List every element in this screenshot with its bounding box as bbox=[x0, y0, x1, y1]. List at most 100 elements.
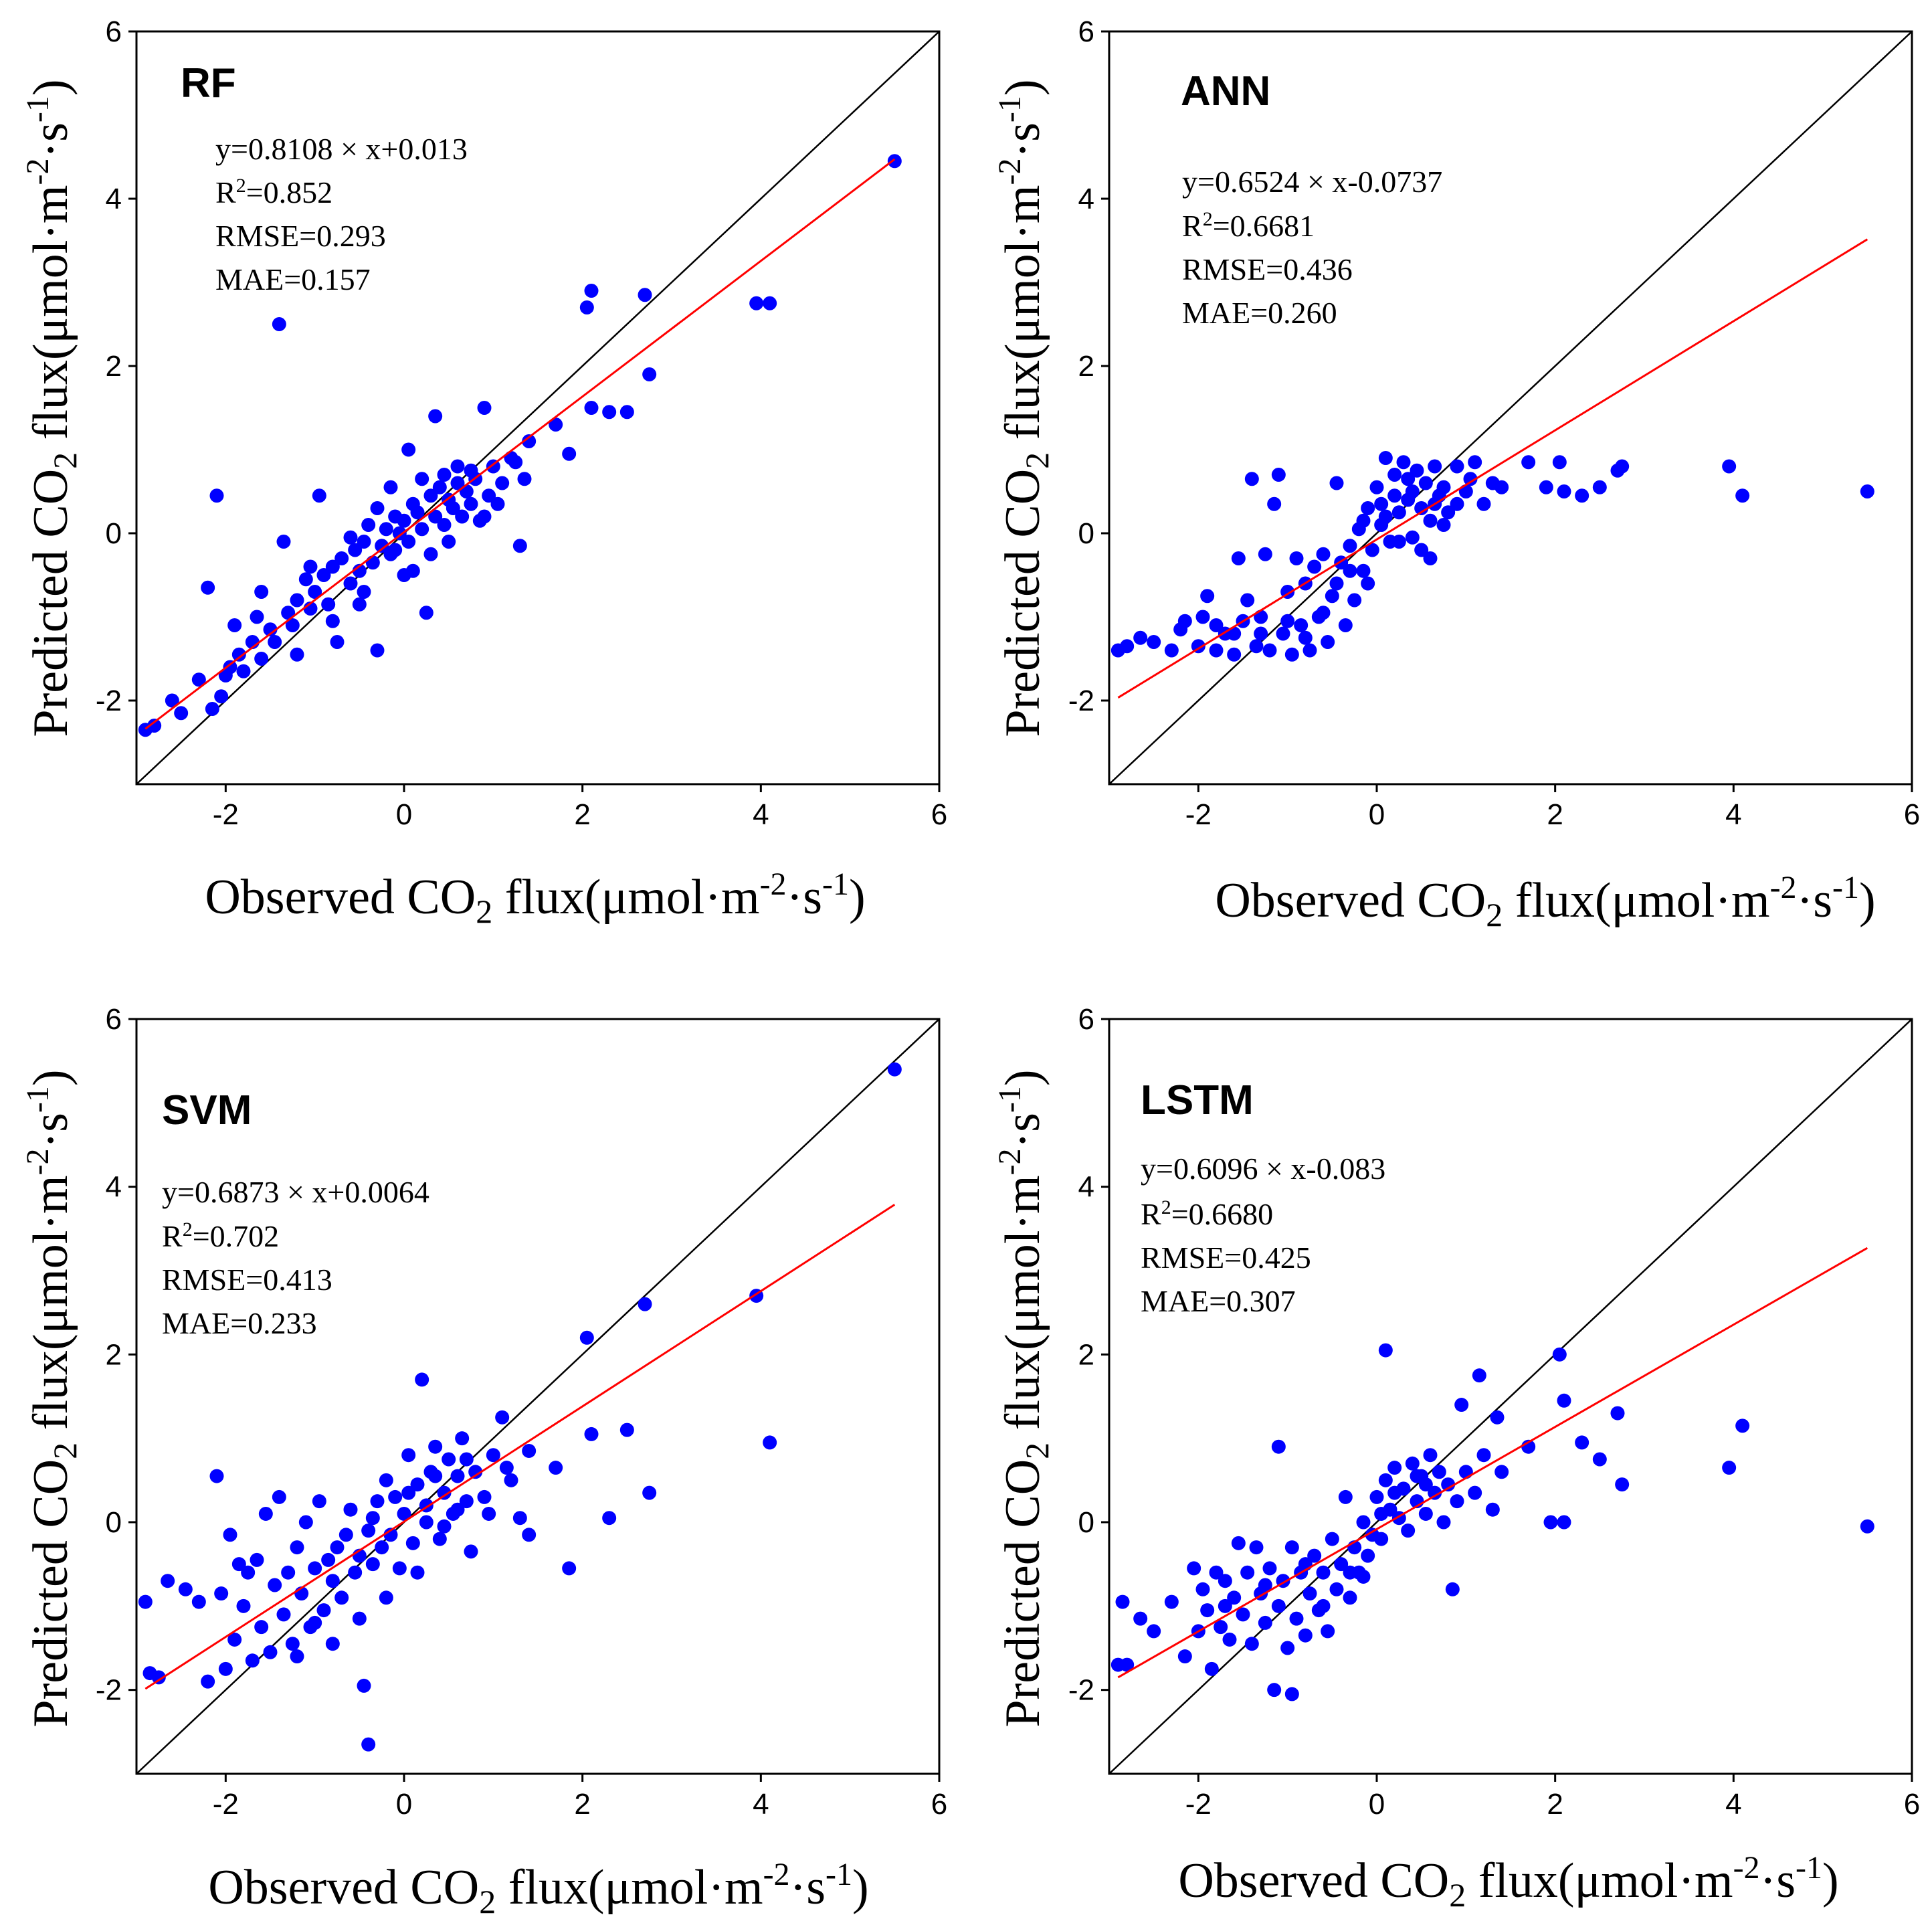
data-point bbox=[218, 668, 233, 682]
y-axis-label: Predicted CO2 flux(μmol·m-2·s-1) bbox=[992, 1069, 1056, 1727]
data-point bbox=[343, 530, 358, 545]
x-tick-label: 0 bbox=[1369, 1788, 1385, 1821]
data-point bbox=[218, 1661, 233, 1676]
data-point bbox=[1249, 639, 1264, 654]
data-point bbox=[1735, 1418, 1750, 1433]
data-point bbox=[602, 405, 617, 420]
data-point bbox=[1280, 1641, 1295, 1655]
x-tick-label: -2 bbox=[213, 798, 239, 831]
data-point bbox=[1436, 480, 1451, 494]
data-point bbox=[1361, 576, 1375, 591]
data-point bbox=[178, 1582, 193, 1596]
data-point bbox=[365, 555, 380, 570]
data-point bbox=[290, 647, 304, 662]
y-tick-label: 6 bbox=[106, 1003, 122, 1036]
data-point bbox=[1343, 1590, 1357, 1605]
data-point bbox=[312, 1494, 326, 1509]
data-point bbox=[495, 1410, 510, 1425]
data-point bbox=[379, 522, 393, 537]
y-tick-label: -2 bbox=[96, 684, 122, 717]
data-point bbox=[1343, 563, 1357, 578]
data-point bbox=[464, 463, 478, 478]
y-tick-label: -2 bbox=[1068, 684, 1094, 717]
data-point bbox=[1418, 476, 1433, 490]
data-point bbox=[325, 1637, 340, 1651]
data-point bbox=[459, 1452, 474, 1467]
data-point bbox=[1432, 1465, 1446, 1479]
data-point bbox=[428, 1469, 443, 1483]
mae-value: MAE=0.307 bbox=[1141, 1284, 1296, 1318]
data-point bbox=[1356, 1569, 1371, 1584]
x-tick-label: 2 bbox=[574, 1788, 590, 1821]
data-point bbox=[290, 1649, 304, 1664]
panel-svm: -2 0 2 4 6 -2 0 2 4 6 SVM y=0.6873 × x+0.0064 R2=… bbox=[20, 1003, 947, 1920]
data-point bbox=[1298, 1628, 1313, 1643]
data-point bbox=[272, 317, 286, 331]
data-point bbox=[579, 1330, 594, 1345]
data-point bbox=[549, 418, 563, 432]
data-point bbox=[477, 509, 492, 524]
data-point bbox=[504, 1473, 518, 1487]
data-point bbox=[325, 614, 340, 628]
data-point bbox=[1378, 451, 1393, 465]
data-point bbox=[1552, 1347, 1567, 1362]
data-point bbox=[1307, 1548, 1322, 1563]
data-point bbox=[1338, 1489, 1353, 1504]
data-point bbox=[1476, 1448, 1491, 1463]
data-point bbox=[1236, 1607, 1250, 1622]
data-point bbox=[352, 1611, 367, 1626]
regression-equation: y=0.6096 × x-0.083 bbox=[1141, 1152, 1385, 1186]
data-point bbox=[1557, 484, 1571, 498]
data-point bbox=[1164, 643, 1179, 658]
data-point bbox=[442, 535, 456, 549]
data-point bbox=[1177, 1649, 1192, 1664]
data-point bbox=[388, 543, 403, 557]
data-point bbox=[375, 1540, 389, 1555]
data-point bbox=[201, 1674, 215, 1689]
data-point bbox=[1298, 630, 1313, 645]
data-point bbox=[428, 509, 443, 524]
data-point bbox=[1722, 459, 1737, 474]
y-tick-label: 4 bbox=[1078, 183, 1094, 215]
x-tick-label: 6 bbox=[931, 798, 947, 831]
data-point bbox=[1441, 505, 1456, 520]
data-point bbox=[512, 1511, 527, 1526]
data-point bbox=[1249, 1540, 1264, 1555]
data-point bbox=[285, 1637, 300, 1651]
data-point bbox=[361, 1524, 376, 1538]
data-point bbox=[450, 1502, 465, 1517]
x-tick-label: 2 bbox=[1547, 798, 1563, 831]
data-point bbox=[468, 1465, 483, 1479]
data-point bbox=[308, 585, 322, 599]
data-point bbox=[1302, 1586, 1317, 1601]
data-point bbox=[316, 568, 331, 582]
data-point bbox=[1164, 1594, 1179, 1609]
data-point bbox=[352, 597, 367, 612]
data-point bbox=[1240, 1565, 1255, 1580]
data-point bbox=[1615, 459, 1630, 474]
x-axis-label: Observed CO2 flux(μmol·m-2·s-1) bbox=[208, 1857, 868, 1920]
data-point bbox=[1280, 614, 1295, 628]
y-tick-label: 6 bbox=[1078, 1003, 1094, 1036]
data-point bbox=[397, 568, 411, 582]
data-point bbox=[1218, 1598, 1232, 1613]
data-point bbox=[365, 1557, 380, 1572]
data-point bbox=[1361, 501, 1375, 515]
data-point bbox=[1356, 513, 1371, 528]
data-point bbox=[1521, 455, 1536, 470]
data-point bbox=[1302, 643, 1317, 658]
data-point bbox=[1222, 1632, 1237, 1647]
data-point bbox=[763, 296, 777, 310]
data-point bbox=[455, 1431, 470, 1446]
rmse-value: RMSE=0.413 bbox=[162, 1263, 332, 1297]
data-point bbox=[1334, 1557, 1349, 1572]
data-point bbox=[303, 559, 318, 574]
data-point bbox=[1244, 1637, 1259, 1651]
data-point bbox=[227, 1632, 242, 1647]
data-point bbox=[1133, 630, 1148, 645]
x-tick-label: 0 bbox=[396, 798, 412, 831]
model-label: SVM bbox=[162, 1087, 252, 1133]
data-point bbox=[1284, 1540, 1299, 1555]
data-point bbox=[1284, 647, 1299, 662]
